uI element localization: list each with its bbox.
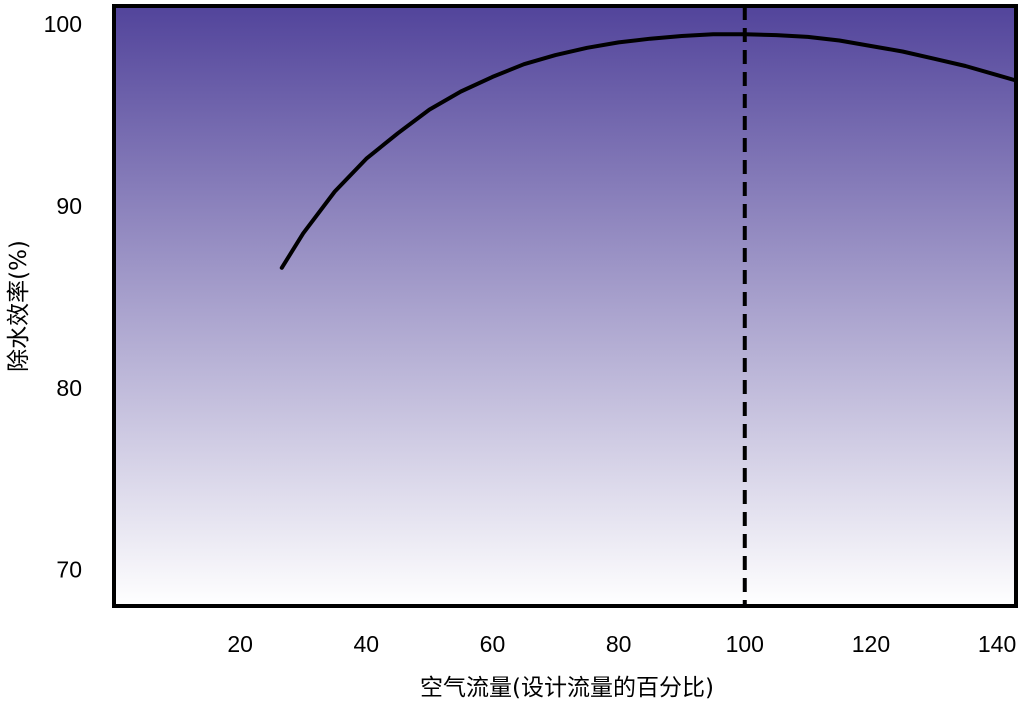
x-tick-label: 100 (726, 631, 764, 657)
y-tick-label: 80 (56, 375, 82, 401)
y-axis-title: 除水效率(%) (6, 240, 32, 372)
y-axis-ticks: 70 80 90 100 (44, 11, 82, 582)
x-axis-ticks: 20 40 60 80 100 120 140 (227, 631, 1016, 657)
chart-marks (279, 6, 1018, 606)
x-tick-label: 120 (852, 631, 890, 657)
x-tick-label: 140 (978, 631, 1016, 657)
x-tick-label: 40 (354, 631, 380, 657)
plot-background (114, 6, 1016, 606)
x-axis-title: 空气流量(设计流量的百分比) (420, 675, 714, 701)
y-tick-label: 100 (44, 11, 82, 37)
x-tick-label: 20 (227, 631, 253, 657)
x-tick-label: 60 (480, 631, 506, 657)
y-tick-label: 90 (56, 193, 82, 219)
efficiency-curve-line (279, 32, 1018, 270)
x-tick-label: 80 (606, 631, 632, 657)
plot-frame (112, 4, 1018, 608)
y-tick-label: 70 (56, 557, 82, 583)
